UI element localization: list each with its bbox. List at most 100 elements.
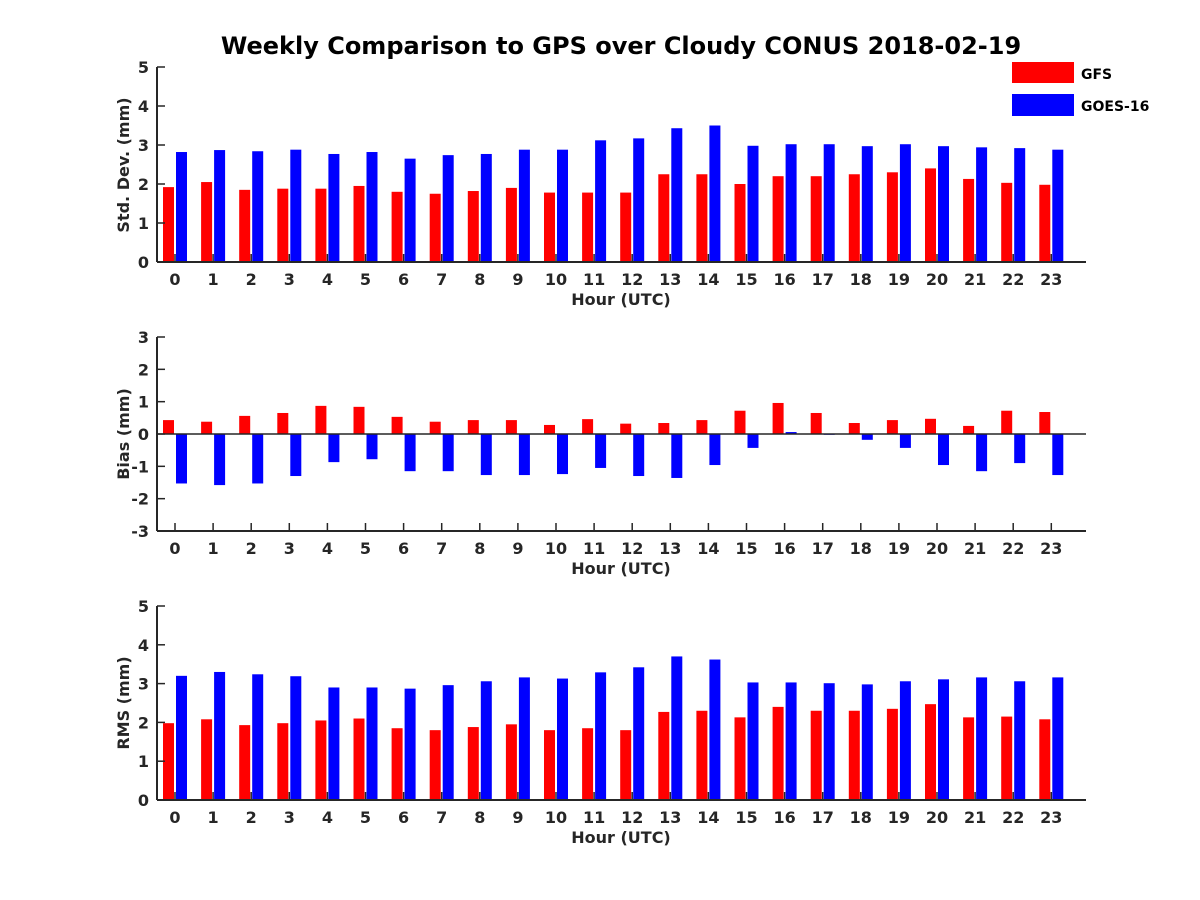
bar-gfs-hour-12: [620, 192, 632, 262]
x-tick-label: 20: [926, 808, 948, 827]
x-tick-label: 6: [398, 539, 409, 558]
bar-gfs-hour-4: [315, 405, 327, 434]
y-tick-label: 2: [138, 175, 149, 194]
x-tick-label: 23: [1040, 270, 1062, 289]
x-tick-label: 6: [398, 270, 409, 289]
bar-goes16-hour-4: [328, 153, 340, 262]
y-tick-label: 3: [138, 136, 149, 155]
bar-goes16-hour-3: [290, 434, 302, 477]
bar-goes16-hour-23: [1052, 149, 1064, 262]
bar-gfs-hour-2: [239, 725, 251, 800]
bar-goes16-hour-13: [671, 656, 683, 800]
bar-goes16-hour-20: [938, 434, 949, 466]
bar-goes16-hour-5: [366, 152, 378, 262]
bar-gfs-hour-1: [201, 421, 213, 434]
bar-gfs-hour-13: [658, 711, 670, 800]
y-tick-label: 2: [138, 713, 149, 732]
bar-goes16-hour-22: [1014, 148, 1026, 262]
bar-goes16-hour-12: [633, 138, 645, 262]
bar-goes16-hour-17: [823, 683, 835, 800]
bar-gfs-hour-14: [696, 174, 708, 262]
bar-gfs-hour-4: [315, 720, 327, 800]
x-tick-label: 1: [208, 808, 219, 827]
bar-gfs-hour-13: [658, 174, 670, 262]
legend-label-gfs: GFS: [1081, 67, 1112, 83]
y-tick-label: 0: [138, 791, 149, 810]
x-tick-label: 18: [850, 539, 872, 558]
bar-gfs-hour-7: [429, 421, 441, 434]
x-tick-label: 20: [926, 270, 948, 289]
x-tick-label: 11: [583, 808, 605, 827]
bar-gfs-hour-19: [886, 172, 898, 262]
bar-goes16-hour-7: [442, 434, 454, 472]
bar-goes16-hour-3: [290, 149, 302, 262]
x-tick-label: 11: [583, 270, 605, 289]
bar-goes16-hour-14: [709, 434, 721, 466]
x-tick-label: 19: [888, 808, 910, 827]
x-tick-label: 16: [773, 539, 795, 558]
x-tick-label: 3: [284, 808, 295, 827]
bar-goes16-hour-9: [518, 434, 530, 476]
bar-gfs-hour-9: [505, 420, 517, 434]
bar-goes16-hour-0: [176, 152, 187, 262]
x-tick-label: 19: [888, 539, 910, 558]
x-tick-label: 18: [850, 808, 872, 827]
x-tick-label: 21: [964, 539, 986, 558]
bar-goes16-hour-4: [328, 687, 340, 800]
bar-goes16-hour-2: [252, 151, 264, 262]
bar-goes16-hour-12: [633, 667, 645, 800]
bar-gfs-hour-9: [505, 724, 517, 800]
bar-goes16-hour-16: [785, 144, 797, 262]
legend-swatch-goes16: [1012, 94, 1074, 116]
bar-gfs-hour-16: [772, 402, 784, 434]
bar-gfs-hour-1: [201, 719, 213, 800]
y-tick-label: -2: [131, 490, 149, 509]
bar-goes16-hour-13: [671, 128, 683, 262]
bar-gfs-hour-17: [810, 176, 822, 262]
bar-gfs-hour-11: [582, 192, 594, 262]
bar-gfs-hour-7: [429, 730, 441, 800]
bar-gfs-hour-0: [163, 187, 174, 262]
x-tick-label: 9: [512, 808, 523, 827]
bar-gfs-hour-21: [963, 717, 975, 800]
bar-gfs-hour-17: [810, 412, 822, 434]
x-tick-label: 7: [436, 270, 447, 289]
bar-goes16-hour-14: [709, 659, 721, 800]
x-axis-label: Hour (UTC): [571, 559, 671, 578]
x-tick-label: 10: [545, 539, 567, 558]
x-tick-label: 11: [583, 539, 605, 558]
bar-goes16-hour-11: [595, 140, 607, 262]
x-tick-label: 1: [208, 539, 219, 558]
bar-goes16-hour-6: [404, 158, 416, 262]
bar-gfs-hour-16: [772, 706, 784, 800]
x-tick-label: 0: [169, 539, 180, 558]
bar-gfs-hour-19: [886, 708, 898, 800]
bar-goes16-hour-23: [1052, 677, 1064, 800]
bar-gfs-hour-6: [391, 416, 403, 434]
bar-goes16-hour-1: [214, 150, 226, 262]
y-axis-label: Bias (mm): [114, 388, 133, 480]
x-tick-label: 2: [246, 808, 257, 827]
x-tick-label: 10: [545, 808, 567, 827]
bar-goes16-hour-8: [480, 153, 492, 262]
bar-goes16-hour-20: [938, 146, 949, 262]
y-tick-label: 2: [138, 360, 149, 379]
bar-gfs-hour-23: [1039, 719, 1051, 800]
legend: GFS GOES-16: [1012, 62, 1149, 116]
y-axis-label: Std. Dev. (mm): [114, 97, 133, 232]
x-tick-label: 0: [169, 270, 180, 289]
x-tick-label: 5: [360, 270, 371, 289]
bar-gfs-hour-16: [772, 176, 784, 262]
x-tick-label: 23: [1040, 808, 1062, 827]
x-tick-label: 4: [322, 270, 333, 289]
x-tick-label: 15: [735, 270, 757, 289]
x-tick-label: 22: [1002, 808, 1024, 827]
x-tick-label: 9: [512, 270, 523, 289]
x-tick-label: 14: [697, 808, 719, 827]
bar-gfs-hour-13: [658, 423, 670, 434]
bar-goes16-hour-6: [404, 688, 416, 800]
x-tick-label: 12: [621, 270, 643, 289]
